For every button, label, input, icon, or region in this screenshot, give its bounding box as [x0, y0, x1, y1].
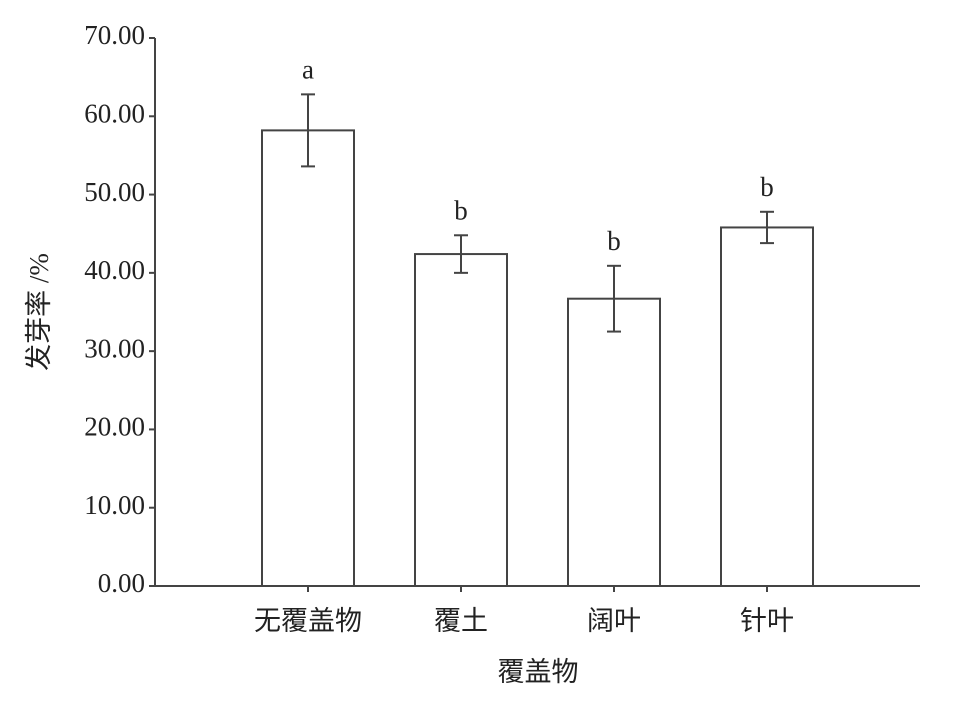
- y-tick-label: 60.00: [84, 98, 145, 128]
- bar: [720, 226, 814, 588]
- x-tick-label: 阔叶: [587, 606, 641, 636]
- significance-label: b: [760, 172, 774, 202]
- error-bar: [607, 264, 621, 333]
- y-tick-label: 0.00: [98, 568, 145, 598]
- error-bar: [301, 93, 315, 168]
- x-tick-label: 覆土: [434, 606, 488, 636]
- y-tick-label: 20.00: [84, 412, 145, 442]
- significance-label: a: [302, 55, 314, 85]
- bar: [261, 129, 355, 587]
- y-tick-label: 10.00: [84, 490, 145, 520]
- significance-label: b: [454, 195, 468, 225]
- x-tick-label: 针叶: [740, 606, 794, 636]
- error-bar: [454, 234, 468, 274]
- x-tick-label: 无覆盖物: [254, 606, 362, 636]
- y-tick-label: 70.00: [84, 20, 145, 50]
- significance-label: b: [607, 226, 621, 256]
- y-axis-title: 发芽率 /%: [24, 253, 54, 371]
- x-axis-title: 覆盖物: [498, 657, 579, 687]
- y-tick-label: 50.00: [84, 177, 145, 207]
- bar: [567, 297, 661, 587]
- error-bar: [760, 210, 774, 245]
- y-tick-label: 40.00: [84, 255, 145, 285]
- y-tick-label: 30.00: [84, 333, 145, 363]
- bar: [414, 253, 508, 587]
